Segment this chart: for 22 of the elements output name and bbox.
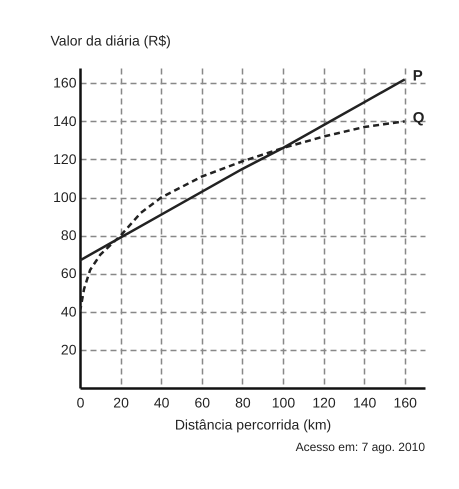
x-tick-label: 20 [113,394,130,410]
y-tick-label: 100 [53,189,77,206]
y-tick-label: 40 [60,303,77,320]
x-tick-label: 0 [76,394,85,410]
text: Acesso em: 7 ago. 2010 [296,440,426,454]
x-tick-label: 60 [194,394,210,410]
series-label: Q [412,109,425,126]
x-tick-label: 140 [352,394,377,410]
x-axis-title: Distância percorrida (km) [174,416,332,432]
y-tick-label: 60 [60,265,77,282]
x-tick-label: 160 [394,394,418,410]
y-tick-label: 120 [53,150,77,167]
x-tick-label: 120 [312,394,336,410]
x-tick-label: 80 [235,394,251,410]
x-tick-label: 100 [272,394,296,410]
x-tick-label: 40 [154,394,170,410]
y-tick-label: 140 [53,112,77,129]
y-tick-label: 20 [60,341,77,358]
series-label: P [412,67,423,84]
y-axis-title: Valor da diária (R$) [50,32,171,48]
y-tick-label: 80 [60,227,77,244]
y-tick-label: 160 [53,74,77,91]
